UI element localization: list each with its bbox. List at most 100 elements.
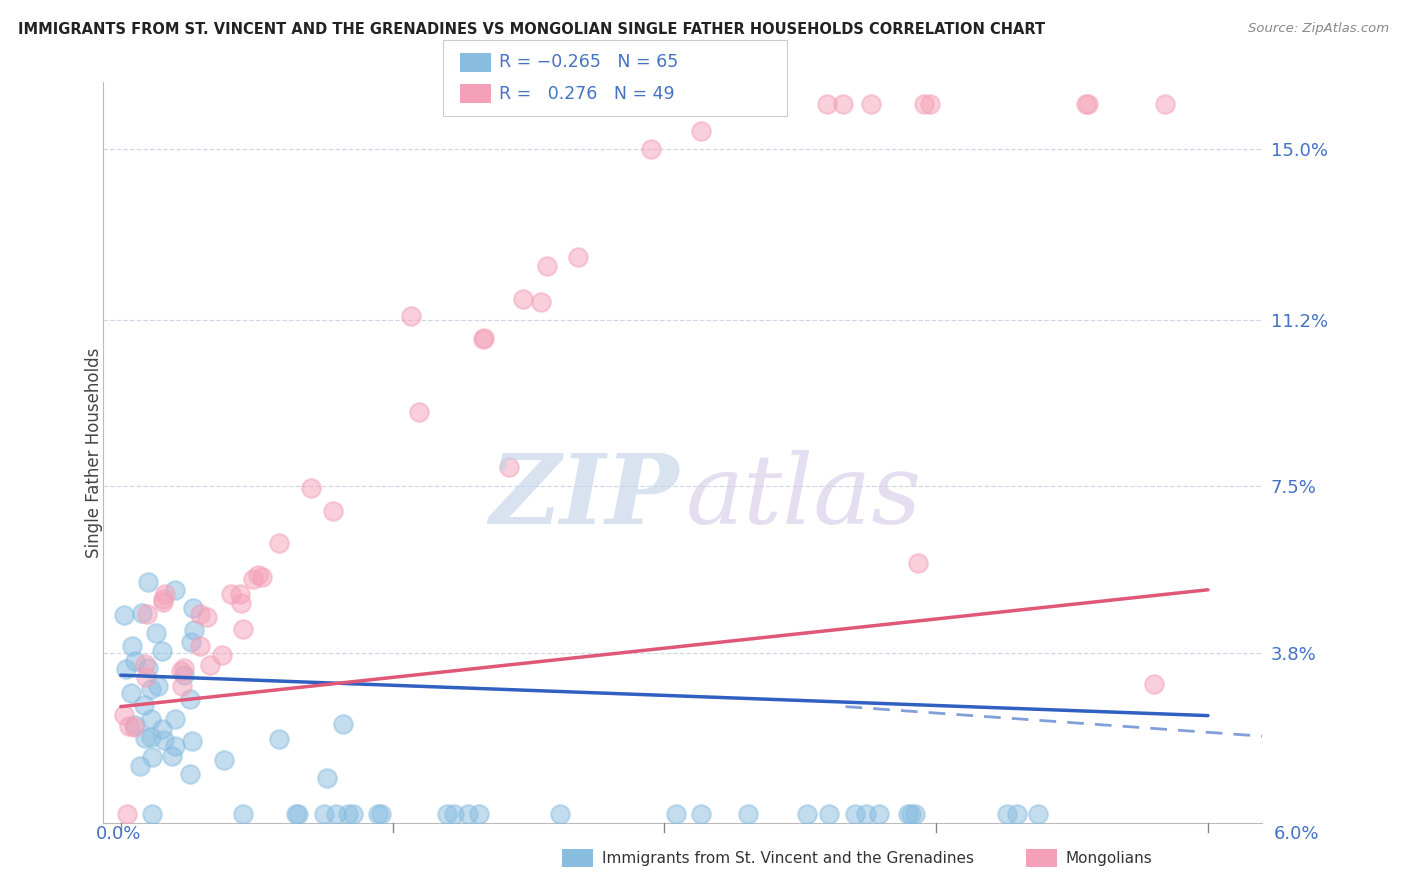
Point <box>567 250 589 264</box>
Point <box>322 504 344 518</box>
Point <box>124 654 146 668</box>
Point <box>132 698 155 712</box>
Point <box>163 739 186 753</box>
Text: IMMIGRANTS FROM ST. VINCENT AND THE GRENADINES VS MONGOLIAN SINGLE FATHER HOUSEH: IMMIGRANTS FROM ST. VINCENT AND THE GREN… <box>18 22 1046 37</box>
Point <box>120 686 142 700</box>
Point <box>170 665 193 679</box>
Point <box>141 730 163 744</box>
Point <box>690 124 713 138</box>
Point <box>332 717 354 731</box>
Point <box>145 626 167 640</box>
Point <box>219 587 242 601</box>
Point <box>472 330 495 344</box>
Point <box>536 259 558 273</box>
Point <box>152 592 174 607</box>
Point <box>640 142 662 156</box>
Point <box>150 644 173 658</box>
Point <box>443 807 465 822</box>
Point <box>325 807 347 822</box>
Point <box>134 731 156 746</box>
Point <box>180 733 202 747</box>
Point <box>179 692 201 706</box>
Y-axis label: Single Father Households: Single Father Households <box>86 348 103 558</box>
Point <box>342 807 364 822</box>
Point <box>897 807 920 822</box>
Point <box>165 713 187 727</box>
Point <box>468 807 491 822</box>
Point <box>242 572 264 586</box>
Point <box>183 623 205 637</box>
Point <box>118 718 141 732</box>
Point <box>498 459 520 474</box>
Point <box>900 807 922 822</box>
Point <box>920 97 942 112</box>
Point <box>153 733 176 747</box>
Point <box>1142 677 1164 691</box>
Point <box>299 481 322 495</box>
Point <box>689 807 711 822</box>
Point <box>530 294 553 309</box>
Point <box>737 807 759 822</box>
Point <box>1028 807 1050 822</box>
Point <box>457 807 479 822</box>
Point <box>121 639 143 653</box>
Point <box>1077 97 1099 112</box>
Point <box>844 807 866 822</box>
Text: R =   0.276   N = 49: R = 0.276 N = 49 <box>499 85 675 103</box>
Point <box>229 587 252 601</box>
Point <box>180 635 202 649</box>
Point <box>1007 807 1029 822</box>
Point <box>128 759 150 773</box>
Point <box>152 595 174 609</box>
Point <box>141 806 163 821</box>
Point <box>796 807 818 822</box>
Point <box>472 332 495 346</box>
Point <box>112 708 135 723</box>
Point <box>370 807 392 822</box>
Point <box>188 607 211 621</box>
Point <box>212 753 235 767</box>
Text: Immigrants from St. Vincent and the Grenadines: Immigrants from St. Vincent and the Gren… <box>602 851 974 865</box>
Point <box>232 807 254 822</box>
Point <box>287 807 309 822</box>
Point <box>367 807 389 822</box>
Point <box>269 732 291 747</box>
Point <box>115 662 138 676</box>
Point <box>165 582 187 597</box>
Point <box>314 807 336 822</box>
Point <box>170 680 193 694</box>
Point <box>135 670 157 684</box>
Point <box>131 606 153 620</box>
Point <box>134 657 156 672</box>
Point <box>160 748 183 763</box>
Point <box>173 668 195 682</box>
Point <box>115 807 138 822</box>
Point <box>815 97 838 112</box>
Point <box>179 766 201 780</box>
Point <box>139 681 162 696</box>
Point <box>173 661 195 675</box>
Point <box>1074 97 1097 112</box>
Point <box>512 292 534 306</box>
Text: 0.0%: 0.0% <box>96 825 141 843</box>
Point <box>124 718 146 732</box>
Point <box>904 807 927 822</box>
Point <box>122 720 145 734</box>
Point <box>1153 97 1175 112</box>
Point <box>817 807 839 822</box>
Point <box>859 97 882 112</box>
Point <box>399 309 422 323</box>
Point <box>855 807 877 822</box>
Point <box>336 807 359 822</box>
Point <box>139 712 162 726</box>
Point <box>136 607 159 622</box>
Point <box>188 639 211 653</box>
Point <box>211 648 233 662</box>
Point <box>548 807 571 822</box>
Text: Mongolians: Mongolians <box>1066 851 1153 865</box>
Point <box>907 556 929 570</box>
Point <box>868 807 890 822</box>
Point <box>181 600 204 615</box>
Point <box>229 596 252 610</box>
Point <box>138 660 160 674</box>
